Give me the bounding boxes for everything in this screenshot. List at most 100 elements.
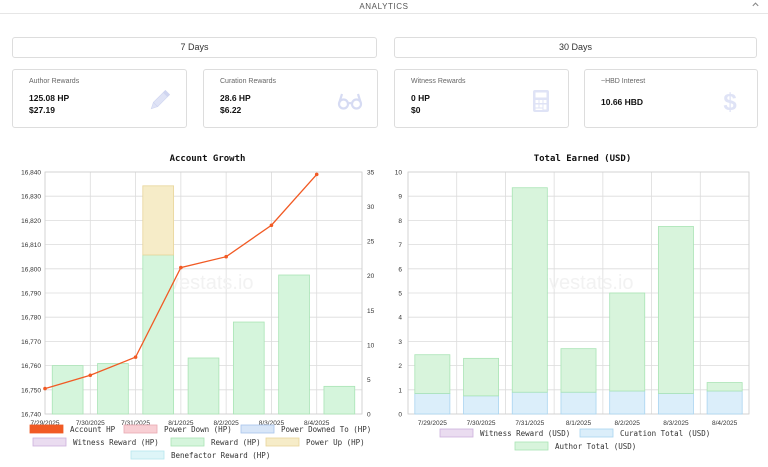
legend-label: Reward (HP) — [211, 438, 261, 447]
bar-author-total — [706, 382, 743, 392]
x-tick-label: 8/3/2025 — [663, 420, 689, 427]
y-tick-label: 16,810 — [21, 242, 41, 249]
total-earned-title: Total Earned (USD) — [533, 154, 632, 164]
x-tick-label: 8/1/2025 — [566, 420, 592, 427]
account-hp-point — [269, 223, 274, 228]
legend-swatch — [265, 437, 300, 447]
card-value-hp: 28.6 HP — [220, 93, 251, 103]
legend-swatch — [170, 437, 205, 447]
x-tick-label: 7/30/2025 — [467, 420, 496, 427]
legend-swatch — [130, 450, 165, 460]
bar-reward — [323, 385, 356, 415]
x-tick-label: 8/4/2025 — [712, 420, 738, 427]
bar-author-total — [414, 354, 451, 394]
account-hp-point — [224, 254, 228, 259]
dollar-icon: $ — [723, 89, 737, 114]
legend-label: Curation Total (USD) — [620, 429, 710, 438]
account-growth-title: Account Growth — [169, 154, 246, 164]
account-growth-chart: 16,740 16,750 16,760 16,770 16,780 16,790 16,8… — [21, 170, 375, 461]
bar-curation-total — [511, 391, 548, 415]
legend-label: Witness Reward (HP) — [73, 438, 159, 447]
bar-reward — [51, 365, 84, 415]
y2-tick-label: 20 — [367, 273, 375, 280]
y2-tick-label: 15 — [367, 308, 375, 315]
card-title: Author Rewards — [29, 78, 80, 85]
account-hp-point — [179, 265, 183, 270]
bar-reward — [97, 363, 129, 415]
account-hp-point — [43, 386, 47, 391]
bar-reward — [142, 254, 175, 415]
total-earned-chart: 0 1 2 3 4 5 6 7 8 9 10 hivestats.io 7/29/2025 7/30/20… — [395, 170, 750, 451]
glasses-icon — [337, 93, 363, 110]
card-title: ~HBD Interest — [601, 78, 646, 85]
bar-curation-total — [414, 393, 451, 415]
y-tick-label: 16,790 — [21, 291, 41, 298]
card-title: Witness Rewards — [411, 78, 466, 85]
y2-tick-label: 0 — [367, 412, 371, 419]
bar-curation-total — [657, 393, 694, 415]
account-hp-point — [314, 172, 319, 177]
witness-rewards-card: Witness Rewards 0 HP $0 — [394, 69, 569, 128]
y2-tick-label: 5 — [367, 377, 371, 384]
y-tick-label: 7 — [398, 242, 402, 249]
bar-curation-total — [560, 391, 597, 415]
card-value-hbd: 10.66 HBD — [601, 97, 644, 107]
seven-days-button[interactable]: 7 Days — [12, 37, 377, 58]
x-tick-label: 8/2/2025 — [615, 420, 641, 427]
legend-label: Author Total (USD) — [555, 442, 636, 451]
y-tick-label: 16,740 — [21, 412, 41, 419]
calculator-icon — [533, 90, 549, 112]
card-value-usd: $0 — [411, 105, 421, 115]
y-tick-label: 16,780 — [21, 315, 41, 322]
legend-label: Benefactor Reward (HP) — [171, 451, 270, 460]
card-title: Curation Rewards — [220, 78, 277, 85]
author-rewards-card: Author Rewards 125.08 HP $27.19 — [12, 69, 187, 128]
svg-text:$: $ — [723, 89, 737, 114]
card-value-usd: $6.22 — [220, 105, 242, 115]
thirty-days-button[interactable]: 30 Days — [394, 37, 757, 58]
chevron-up-icon[interactable] — [751, 0, 760, 11]
card-value-hp: 125.08 HP — [29, 93, 70, 103]
y-tick-label: 16,750 — [21, 387, 41, 394]
legend-swatch — [514, 441, 549, 451]
x-tick-label: 8/3/2025 — [259, 420, 285, 427]
y-tick-label: 16,840 — [21, 170, 41, 177]
legend-swatch — [240, 424, 275, 434]
analytics-title: ANALYTICS — [359, 2, 409, 11]
legend-label: Power Up (HP) — [306, 438, 365, 447]
bar-power-up — [142, 185, 175, 256]
x-tick-label: 7/29/2025 — [418, 420, 447, 427]
account-hp-point — [133, 355, 138, 359]
bar-curation-total — [706, 390, 743, 415]
x-tick-label: 8/4/2025 — [304, 420, 330, 427]
legend-label: Power Down (HP) — [164, 425, 232, 434]
x-tick-label: 7/30/2025 — [76, 420, 105, 427]
pencil-icon — [150, 89, 171, 110]
bar-reward — [232, 321, 265, 415]
y2-tick-label: 25 — [367, 239, 375, 246]
x-tick-label: 8/2/2025 — [213, 420, 239, 427]
bar-author-total — [463, 357, 500, 397]
y-tick-label: 4 — [398, 315, 402, 322]
x-tick-label: 7/31/2025 — [121, 420, 150, 427]
y-tick-label: 8 — [398, 218, 402, 225]
bar-curation-total — [463, 395, 500, 415]
watermark: hivestats.io — [533, 272, 633, 294]
y-tick-label: 10 — [395, 170, 403, 177]
card-value-usd: $27.19 — [29, 105, 55, 115]
legend-swatch — [123, 424, 158, 434]
y-tick-label: 16,760 — [21, 363, 41, 370]
analytics-header[interactable]: ANALYTICS — [0, 0, 768, 14]
y-tick-label: 5 — [398, 291, 402, 298]
y-tick-label: 6 — [398, 266, 402, 273]
bar-reward — [187, 357, 220, 415]
legend-swatch — [29, 424, 64, 434]
y-tick-label: 16,830 — [21, 194, 41, 201]
x-tick-label: 8/1/2025 — [168, 420, 194, 427]
bar-author-total — [657, 226, 694, 394]
bar-author-total — [511, 187, 548, 393]
y-tick-label: 9 — [398, 194, 402, 201]
y-tick-label: 2 — [398, 363, 402, 370]
legend-swatch — [579, 428, 614, 438]
y2-tick-label: 10 — [367, 342, 375, 349]
